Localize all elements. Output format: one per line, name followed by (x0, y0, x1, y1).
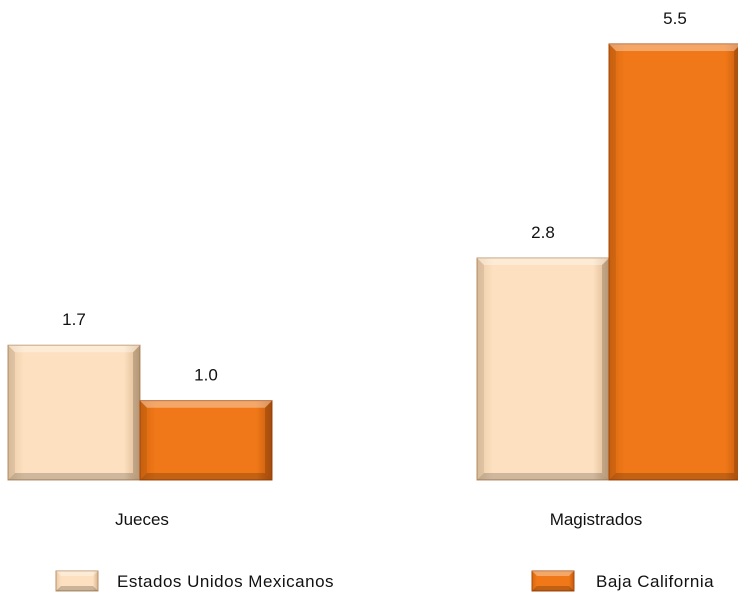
category-labels-layer: Jueces Magistrados (115, 510, 642, 529)
category-label: Jueces (115, 510, 169, 529)
legend-label: Baja California (596, 572, 714, 591)
value-label: 5.5 (663, 9, 687, 28)
category-label: Magistrados (550, 510, 643, 529)
bar-magistrados-series-1 (609, 44, 738, 480)
bars-layer (8, 44, 738, 480)
legend-swatch (532, 571, 574, 591)
value-label: 2.8 (531, 223, 555, 242)
bar-magistrados-series-0 (477, 258, 609, 480)
value-label: 1.0 (194, 366, 218, 385)
bar-jueces-series-0 (8, 345, 140, 480)
legend-label: Estados Unidos Mexicanos (117, 572, 334, 591)
value-label: 1.7 (62, 310, 86, 329)
legend-swatch (56, 571, 98, 591)
legend-item: Estados Unidos Mexicanos (56, 571, 334, 591)
bar-jueces-series-1 (140, 401, 272, 480)
legend-item: Baja California (532, 571, 714, 591)
legend: Estados Unidos Mexicanos Baja California (56, 571, 714, 591)
